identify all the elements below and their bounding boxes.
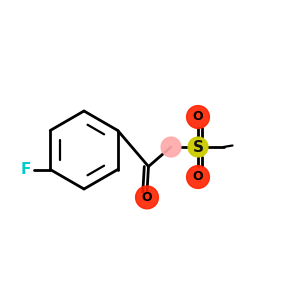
Circle shape <box>136 186 158 209</box>
Text: S: S <box>193 140 203 154</box>
Circle shape <box>187 166 209 188</box>
Text: F: F <box>21 162 31 177</box>
Circle shape <box>188 137 208 157</box>
Circle shape <box>187 106 209 128</box>
Text: O: O <box>193 110 203 124</box>
Text: O: O <box>142 191 152 204</box>
Circle shape <box>161 137 181 157</box>
Text: O: O <box>193 170 203 184</box>
